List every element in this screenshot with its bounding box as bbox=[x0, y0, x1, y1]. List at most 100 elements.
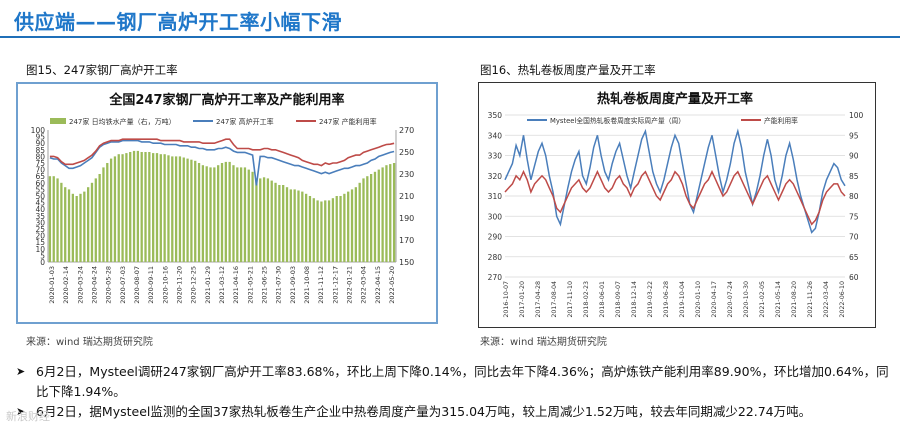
y-left-tick-label: 340 bbox=[488, 131, 503, 140]
y-left-tick-label: 40 bbox=[35, 205, 45, 214]
x-tick-label: 2019-10-04 bbox=[679, 281, 686, 318]
bar bbox=[48, 176, 52, 262]
bar bbox=[350, 189, 354, 262]
bar bbox=[194, 160, 197, 262]
bar bbox=[109, 158, 113, 262]
x-tick-label: 2022-05-20 bbox=[388, 266, 396, 304]
bar bbox=[358, 182, 361, 262]
legend-label-bars: 247家 日均铁水产量（右，万吨） bbox=[69, 117, 176, 126]
bar bbox=[201, 165, 205, 262]
y-right-tick-label: 60 bbox=[849, 273, 859, 282]
title-divider bbox=[0, 36, 900, 38]
x-tick-label: 2020-04-24 bbox=[91, 266, 99, 304]
line-hot-rolled-output bbox=[504, 128, 846, 234]
bar bbox=[327, 200, 331, 262]
blast-furnace-chart: 全国247家钢厂高炉开工率及产能利用率 247家 日均铁水产量（右，万吨） 247家… bbox=[31, 92, 415, 304]
y-left-tick-label: 10 bbox=[35, 245, 45, 254]
bar bbox=[255, 178, 258, 262]
bar bbox=[213, 167, 216, 262]
bar bbox=[182, 157, 185, 262]
bar bbox=[94, 178, 97, 262]
bar bbox=[205, 166, 208, 262]
x-tick-label: 2017-04-28 bbox=[535, 281, 542, 318]
y-right-tick-label: 100 bbox=[849, 111, 864, 120]
bar bbox=[186, 158, 189, 262]
x-tick-label: 2016-10-07 bbox=[503, 281, 510, 318]
y-left-tick-label: 35 bbox=[35, 212, 45, 221]
line-capacity-rate bbox=[49, 138, 395, 167]
y-right-tick-label: 190 bbox=[399, 214, 414, 223]
y-left-tick-label: 75 bbox=[35, 159, 45, 168]
y-left-tick-label: 30 bbox=[35, 218, 45, 227]
y-left-tick-label: 320 bbox=[488, 172, 503, 181]
arrow-bullet-icon: ➤ bbox=[16, 405, 26, 418]
x-tick-label: 2021-11-12 bbox=[317, 266, 325, 304]
x-tick-label: 2020-02-14 bbox=[62, 266, 70, 304]
x-tick-label: 2019-06-28 bbox=[663, 281, 670, 318]
y-left-tick-label: 85 bbox=[35, 146, 45, 155]
y-right-tick-label: 150 bbox=[399, 258, 414, 267]
legend-swatch-bars bbox=[50, 118, 66, 124]
legend-label-capacity: 产能利用率 bbox=[764, 116, 798, 125]
bar bbox=[385, 165, 388, 262]
x-tick-label: 2021-12-17 bbox=[331, 266, 339, 304]
y-right-tick-label: 210 bbox=[399, 192, 414, 201]
bar bbox=[148, 152, 151, 262]
y-left-tick-label: 90 bbox=[35, 139, 45, 148]
bar bbox=[297, 190, 300, 262]
watermark: 新浪财经 bbox=[6, 410, 50, 423]
bar bbox=[362, 178, 365, 262]
x-tick-label: 2020-12-25 bbox=[190, 266, 198, 304]
bar bbox=[389, 164, 392, 262]
bar bbox=[106, 163, 109, 262]
bar bbox=[87, 187, 90, 262]
bar bbox=[259, 178, 262, 262]
y-right-tick-label: 95 bbox=[849, 131, 859, 140]
chart-title: 热轧卷板周度产量及开工率 bbox=[597, 91, 753, 107]
y-left-tick-label: 290 bbox=[488, 233, 503, 242]
chart-panel-right: 热轧卷板周度产量及开工率 270 280 290 300 310 320 330 340 350 6… bbox=[478, 82, 876, 328]
y-left-tick-label: 270 bbox=[488, 273, 503, 282]
y-left-tick-label: 95 bbox=[35, 133, 45, 142]
chart-title: 全国247家钢厂高炉开工率及产能利用率 bbox=[108, 92, 344, 108]
bar bbox=[274, 182, 277, 262]
bar bbox=[262, 177, 266, 262]
x-tick-label: 2018-06-01 bbox=[599, 281, 606, 318]
y-left-tick-label: 0 bbox=[40, 258, 45, 267]
bar bbox=[178, 156, 182, 262]
x-tick-label: 2020-07-24 bbox=[727, 281, 734, 318]
x-tick-label: 2020-08-07 bbox=[133, 266, 141, 304]
bar bbox=[125, 153, 128, 262]
x-tick-label: 2021-11-26 bbox=[807, 281, 814, 318]
bar bbox=[243, 167, 247, 262]
y-right-tick-label: 65 bbox=[849, 253, 859, 262]
x-tick-label: 2018-02-23 bbox=[583, 281, 590, 318]
x-tick-label: 2018-12-14 bbox=[631, 281, 638, 318]
x-tick-label: 2017-08-04 bbox=[551, 281, 558, 318]
y-right-tick-label: 90 bbox=[849, 152, 859, 161]
bar bbox=[308, 196, 312, 262]
bar bbox=[266, 178, 270, 262]
figure-15-caption: 图15、247家钢厂高炉开工率 bbox=[26, 63, 178, 77]
bar bbox=[301, 191, 304, 262]
bar bbox=[224, 161, 227, 262]
x-tick-label: 2021-10-08 bbox=[303, 266, 311, 304]
bar bbox=[71, 193, 75, 262]
x-tick-label: 2017-11-10 bbox=[567, 281, 574, 318]
bar bbox=[343, 193, 346, 262]
y-right-tick-label: 85 bbox=[849, 172, 859, 181]
y-left-tick-label: 45 bbox=[35, 199, 45, 208]
bar bbox=[144, 152, 147, 262]
bar bbox=[98, 174, 101, 262]
y-right-tick-label: 230 bbox=[399, 170, 414, 179]
y-left-tick-label: 60 bbox=[35, 179, 45, 188]
bar bbox=[113, 156, 117, 262]
bar bbox=[247, 169, 250, 262]
arrow-bullet-icon: ➤ bbox=[16, 365, 26, 378]
y-right-tick-label: 70 bbox=[849, 233, 859, 242]
legend-label-capacity: 247家 产能利用率 bbox=[319, 117, 377, 126]
bar bbox=[209, 167, 212, 262]
x-tick-label: 2020-09-11 bbox=[147, 266, 155, 304]
x-tick-label: 2020-04-17 bbox=[711, 281, 718, 318]
legend-label-rate: 247家 高炉开工率 bbox=[216, 117, 274, 126]
